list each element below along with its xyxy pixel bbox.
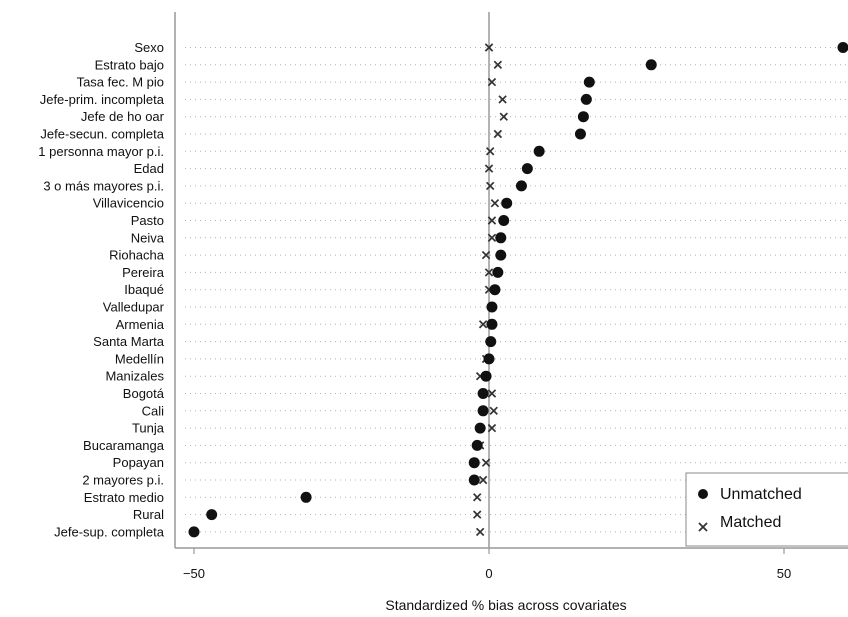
unmatched-point bbox=[577, 111, 589, 123]
unmatched-point bbox=[468, 474, 480, 486]
category-label: Edad bbox=[134, 161, 164, 176]
unmatched-point bbox=[474, 422, 486, 434]
category-label: Bogotá bbox=[123, 386, 165, 401]
category-label: Estrato bajo bbox=[95, 57, 164, 72]
category-label: Sexo bbox=[134, 40, 164, 55]
unmatched-point bbox=[471, 439, 483, 451]
matched-point bbox=[484, 164, 494, 173]
unmatched-point bbox=[486, 301, 498, 313]
category-label: Ibaqué bbox=[124, 282, 164, 297]
unmatched-point bbox=[498, 215, 510, 226]
plot-area bbox=[174, 12, 848, 549]
matched-point bbox=[493, 60, 503, 70]
unmatched-point bbox=[492, 266, 504, 278]
unmatched-point bbox=[485, 336, 497, 348]
matched-point bbox=[499, 112, 508, 121]
category-label: Neiva bbox=[131, 230, 165, 245]
legend-unmatched-marker bbox=[698, 489, 708, 499]
unmatched-point bbox=[580, 93, 592, 105]
unmatched-point bbox=[477, 405, 489, 417]
unmatched-point bbox=[583, 76, 595, 88]
x-axis-title: Standardized % bias across covariates bbox=[385, 597, 626, 613]
unmatched-point bbox=[480, 370, 492, 382]
legend-box bbox=[685, 472, 848, 547]
category-label: Jefe-prim. incompleta bbox=[40, 92, 165, 107]
legend: Unmatched Matched bbox=[685, 472, 848, 547]
unmatched-point bbox=[483, 353, 495, 365]
matched-point bbox=[487, 77, 497, 87]
unmatched-point bbox=[188, 526, 200, 538]
matched-point bbox=[484, 43, 494, 52]
matched-point bbox=[485, 147, 495, 156]
x-tick-label: 0 bbox=[485, 566, 492, 581]
unmatched-point bbox=[300, 491, 312, 503]
unmatched-point bbox=[645, 59, 657, 71]
matched-point bbox=[484, 268, 494, 277]
matched-point bbox=[481, 250, 491, 260]
unmatched-point bbox=[521, 163, 533, 175]
category-label: 3 o más mayores p.i. bbox=[43, 178, 164, 193]
unmatched-point bbox=[486, 318, 498, 330]
matched-point bbox=[487, 216, 497, 225]
x-tick-label: −50 bbox=[183, 566, 205, 581]
category-label: Medellín bbox=[115, 351, 164, 366]
matched-point bbox=[487, 389, 497, 398]
category-label: Riohacha bbox=[109, 248, 165, 263]
category-label: Pasto bbox=[131, 213, 164, 228]
category-label: Jefe-secun. completa bbox=[40, 127, 164, 142]
matched-point bbox=[485, 181, 495, 191]
category-label: Pereira bbox=[122, 265, 165, 280]
category-label: Rural bbox=[133, 507, 164, 522]
category-label: 1 personna mayor p.i. bbox=[38, 144, 164, 159]
unmatched-point bbox=[495, 249, 507, 261]
category-label: Armenia bbox=[116, 317, 165, 332]
matched-point bbox=[475, 527, 485, 537]
matched-point bbox=[481, 458, 491, 467]
unmatched-point bbox=[501, 197, 513, 209]
x-tick-label: 50 bbox=[777, 566, 791, 581]
legend-matched-label: Matched bbox=[720, 514, 781, 531]
matched-point bbox=[487, 423, 497, 433]
category-label: Jefe de ho oar bbox=[81, 109, 165, 124]
matched-point bbox=[498, 95, 507, 104]
category-label: Santa Marta bbox=[93, 334, 165, 349]
unmatched-point bbox=[495, 232, 507, 244]
matched-point bbox=[472, 493, 482, 502]
unmatched-point bbox=[468, 457, 480, 469]
legend-matched-marker bbox=[698, 522, 708, 532]
matched-point bbox=[472, 510, 482, 519]
x-axis: −50 0 50 bbox=[183, 548, 791, 581]
category-label: Tunja bbox=[132, 421, 165, 436]
category-label: Jefe-sup. completa bbox=[54, 524, 165, 539]
legend-unmatched-label: Unmatched bbox=[720, 486, 802, 503]
category-label: Cali bbox=[142, 403, 165, 418]
unmatched-point bbox=[489, 284, 501, 296]
matched-point bbox=[478, 320, 488, 329]
matched-point bbox=[493, 129, 503, 139]
unmatched-point bbox=[574, 128, 586, 140]
category-label: Estrato medio bbox=[84, 490, 164, 505]
category-label: Popayan bbox=[113, 455, 164, 470]
unmatched-point bbox=[533, 145, 545, 157]
data-points bbox=[188, 42, 848, 538]
unmatched-point bbox=[515, 180, 527, 192]
category-label: Manizales bbox=[105, 369, 164, 384]
category-label: Bucaramanga bbox=[83, 438, 165, 453]
matched-point bbox=[478, 475, 488, 485]
category-labels: Sexo Estrato bajo Tasa fec. M pio Jefe-prim… bbox=[38, 40, 165, 539]
category-label: 2 mayores p.i. bbox=[82, 473, 164, 488]
unmatched-point bbox=[837, 42, 848, 53]
matched-point bbox=[489, 406, 498, 416]
unmatched-point bbox=[477, 388, 489, 399]
category-label: Tasa fec. M pio bbox=[77, 75, 164, 90]
category-label: Villavicencio bbox=[93, 196, 164, 211]
matched-point bbox=[490, 198, 500, 208]
matched-point bbox=[487, 233, 497, 243]
unmatched-point bbox=[206, 509, 218, 521]
category-label: Valledupar bbox=[103, 300, 165, 315]
